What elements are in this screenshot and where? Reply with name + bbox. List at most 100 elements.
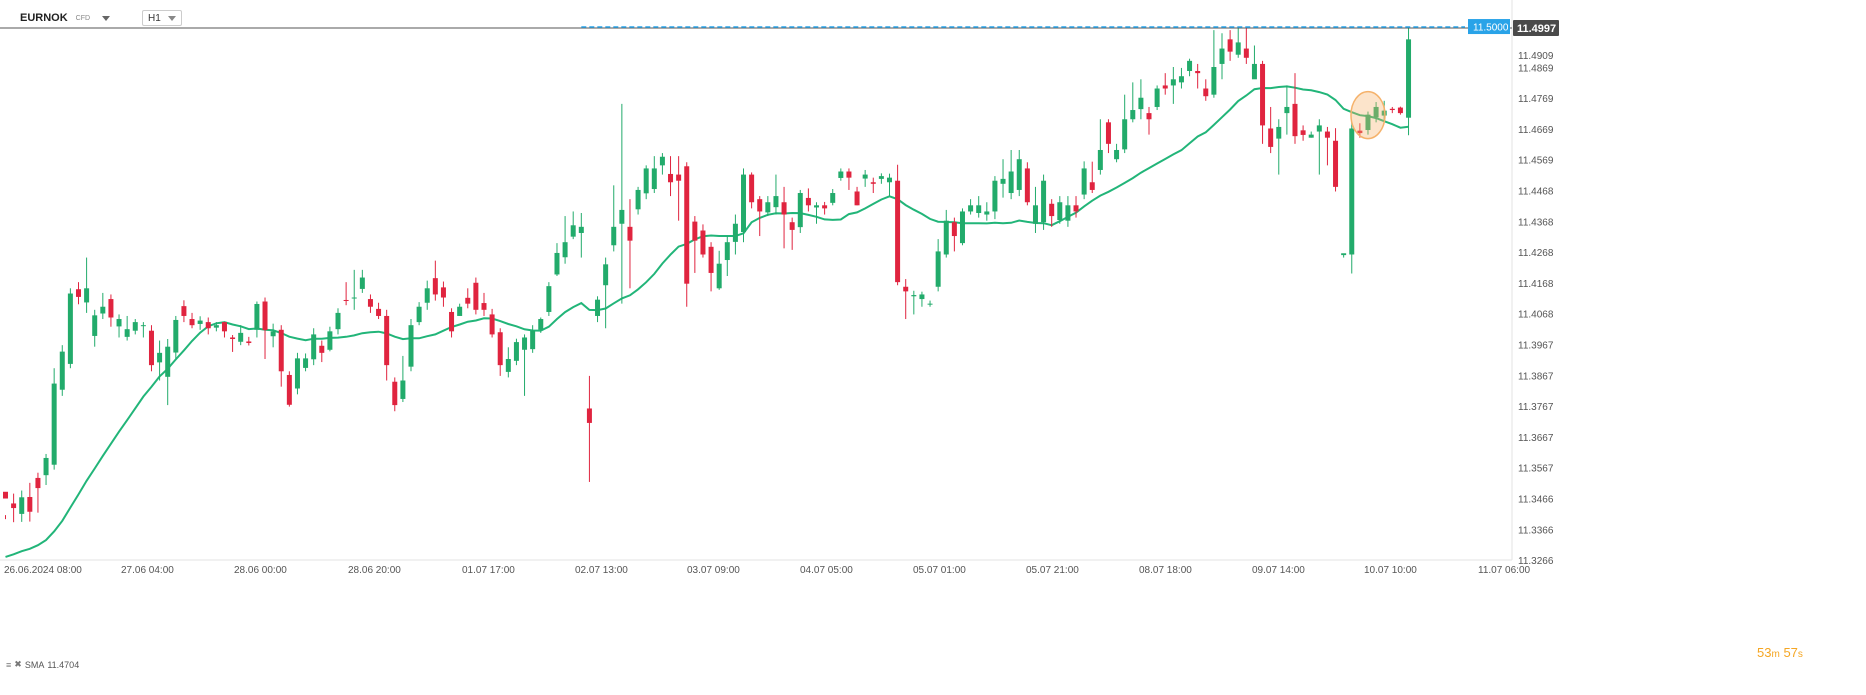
candle-body bbox=[213, 325, 219, 328]
candle-body bbox=[1227, 39, 1233, 52]
x-tick-label: 26.06.2024 08:00 bbox=[4, 565, 82, 576]
candle-body bbox=[1195, 70, 1201, 74]
candle-body bbox=[262, 301, 268, 331]
candle-body bbox=[1138, 97, 1144, 110]
candle-body bbox=[1203, 88, 1209, 97]
candle-body bbox=[935, 251, 941, 287]
candle-body bbox=[457, 306, 463, 316]
candle-body bbox=[1276, 126, 1282, 139]
y-tick-label: 11.4268 bbox=[1518, 248, 1554, 259]
y-tick-label: 11.4068 bbox=[1518, 310, 1554, 321]
candle-body bbox=[878, 176, 884, 179]
candle-body bbox=[789, 222, 795, 230]
candle-body bbox=[1341, 253, 1347, 256]
alert-price-tag bbox=[1468, 19, 1510, 35]
candle-body bbox=[1081, 168, 1087, 195]
candle-body bbox=[205, 322, 211, 329]
candle-body bbox=[1032, 205, 1038, 224]
candle-body bbox=[562, 242, 568, 258]
candle-body bbox=[1146, 113, 1152, 120]
candle-body bbox=[546, 286, 552, 312]
countdown-minutes: 53 bbox=[1757, 645, 1772, 660]
x-tick-label: 10.07 10:00 bbox=[1364, 565, 1417, 576]
candle-body bbox=[3, 491, 8, 499]
price-lines-layer: 11.5000 11.4997 bbox=[0, 19, 1559, 140]
timeframe-dropdown[interactable]: H1 bbox=[142, 10, 182, 26]
candle-body bbox=[708, 246, 714, 273]
y-tick-label: 11.4769 bbox=[1518, 94, 1554, 105]
candle-body bbox=[668, 173, 674, 183]
x-tick-label: 09.07 14:00 bbox=[1252, 565, 1305, 576]
candle-body bbox=[416, 306, 422, 323]
candle-body bbox=[870, 182, 876, 184]
sma-layer bbox=[5, 85, 1409, 558]
candle-body bbox=[1235, 42, 1241, 55]
candle-body bbox=[1260, 63, 1266, 126]
candle-body bbox=[84, 288, 90, 303]
candle-body bbox=[1114, 149, 1120, 160]
instrument-type: CFD bbox=[75, 14, 91, 22]
candle-body bbox=[822, 205, 828, 209]
candle-body bbox=[335, 312, 341, 330]
candle-body bbox=[1251, 63, 1257, 80]
candle-body bbox=[1357, 130, 1363, 134]
y-tick-label: 11.3667 bbox=[1518, 433, 1554, 444]
candle-body bbox=[124, 329, 130, 337]
x-tick-label: 04.07 05:00 bbox=[800, 565, 853, 576]
candle-body bbox=[1365, 114, 1371, 131]
candle-body bbox=[59, 351, 65, 390]
candle-body bbox=[1243, 48, 1249, 58]
candle-body bbox=[570, 225, 576, 237]
candle-body bbox=[319, 345, 325, 353]
symbol-selector[interactable]: EURNOK CFD bbox=[20, 12, 111, 24]
candle-body bbox=[327, 331, 333, 350]
candle-body bbox=[157, 352, 163, 363]
candle-body bbox=[522, 337, 528, 350]
candle-body bbox=[586, 408, 592, 423]
candle-body bbox=[230, 337, 236, 340]
candle-body bbox=[684, 166, 690, 284]
candle-countdown: 53m 57s bbox=[1757, 645, 1803, 660]
x-tick-label: 28.06 00:00 bbox=[234, 565, 287, 576]
chevron-down-icon[interactable] bbox=[168, 15, 176, 21]
alert-price-label: 11.5000 bbox=[1473, 23, 1509, 34]
candle-body bbox=[294, 358, 300, 389]
candle-body bbox=[1397, 107, 1403, 114]
candle-body bbox=[692, 221, 698, 241]
symbol-name[interactable]: EURNOK bbox=[20, 12, 68, 24]
candle-body bbox=[765, 202, 771, 213]
candle-body bbox=[1268, 128, 1274, 147]
candle-body bbox=[1219, 48, 1225, 64]
candle-body bbox=[1389, 108, 1395, 111]
candle-body bbox=[1308, 134, 1314, 138]
candle-body bbox=[165, 346, 171, 377]
y-tick-label: 11.3967 bbox=[1518, 341, 1554, 352]
settings-icon[interactable]: ≡ bbox=[6, 659, 12, 670]
y-tick-label: 11.4168 bbox=[1518, 279, 1554, 290]
candle-body bbox=[408, 325, 414, 367]
current-price-label: 11.4997 bbox=[1517, 23, 1556, 35]
candle-body bbox=[19, 497, 25, 514]
countdown-minutes-unit: m bbox=[1771, 649, 1780, 660]
chevron-down-icon[interactable] bbox=[102, 15, 111, 21]
candle-body bbox=[530, 330, 536, 350]
candle-body bbox=[595, 299, 601, 316]
candle-body bbox=[465, 297, 471, 304]
y-tick-label: 11.4468 bbox=[1518, 187, 1554, 198]
candle-body bbox=[197, 320, 203, 324]
candle-body bbox=[741, 174, 747, 233]
candle-body bbox=[1333, 140, 1339, 187]
y-tick-label: 11.4569 bbox=[1518, 156, 1554, 167]
candle-body bbox=[1292, 103, 1298, 137]
timeframe-value: H1 bbox=[148, 12, 161, 24]
candle-body bbox=[619, 209, 625, 224]
candle-body bbox=[400, 380, 406, 399]
candle-body bbox=[716, 263, 722, 289]
close-icon[interactable]: ✖ bbox=[14, 659, 22, 669]
candle-body bbox=[1324, 131, 1330, 138]
candle-body bbox=[895, 180, 901, 283]
candle-body bbox=[814, 205, 819, 208]
candles-layer bbox=[3, 27, 1412, 523]
